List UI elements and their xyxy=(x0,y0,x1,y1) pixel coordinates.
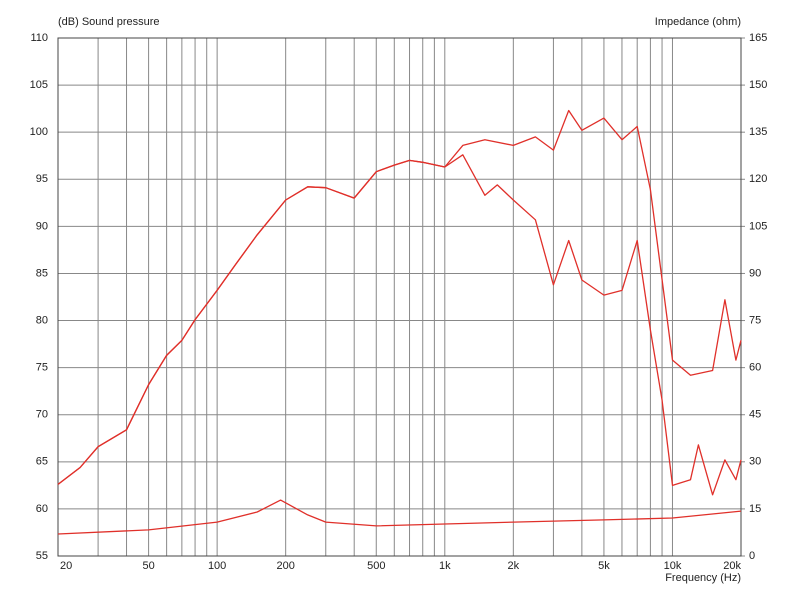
series-line xyxy=(57,154,742,496)
y2-axis-label: Impedance (ohm) xyxy=(655,16,741,28)
x-tick-label: 500 xyxy=(367,560,385,572)
x-tick-label: 50 xyxy=(142,560,154,572)
y-tick-label: 60 xyxy=(36,503,48,515)
y2-tick-label: 120 xyxy=(749,173,767,185)
plot-frame xyxy=(57,37,742,557)
series-line xyxy=(57,109,742,485)
y2-tick-label: 30 xyxy=(749,456,761,468)
x-tick-label: 2k xyxy=(508,560,520,572)
y-tick-label: 95 xyxy=(36,173,48,185)
y-tick-label: 55 xyxy=(36,550,48,562)
x-tick-label: 100 xyxy=(208,560,226,572)
y-tick-label: 65 xyxy=(36,456,48,468)
y2-tick-label: 15 xyxy=(749,503,761,515)
y-tick-label: 110 xyxy=(30,32,48,44)
y-tick-label: 100 xyxy=(30,126,48,138)
y2-tick-label: 60 xyxy=(749,362,761,374)
y2-tick-label: 45 xyxy=(749,409,761,421)
y2-tick-label: 135 xyxy=(749,126,767,138)
x-tick-label: 200 xyxy=(276,560,294,572)
y-tick-label: 80 xyxy=(36,314,48,326)
series-line xyxy=(57,499,742,535)
y2-tick-label: 165 xyxy=(749,32,767,44)
x-tick-label: 1k xyxy=(439,560,451,572)
x-tick-label: 10k xyxy=(664,560,682,572)
x-axis-label: Frequency (Hz) xyxy=(665,572,741,584)
y-axis-label: (dB) Sound pressure xyxy=(58,16,160,28)
y2-tick-label: 150 xyxy=(749,79,767,91)
x-tick-label: 20 xyxy=(60,560,72,572)
x-tick-label: 20k xyxy=(723,560,741,572)
y-tick-label: 105 xyxy=(30,79,48,91)
y-tick-label: 90 xyxy=(36,220,48,232)
y2-tick-label: 75 xyxy=(749,314,761,326)
x-tick-label: 5k xyxy=(598,560,610,572)
y2-tick-label: 90 xyxy=(749,267,761,279)
y-tick-label: 70 xyxy=(36,409,48,421)
y-tick-label: 75 xyxy=(36,362,48,374)
y2-tick-label: 0 xyxy=(749,550,755,562)
y-tick-label: 85 xyxy=(36,267,48,279)
y2-tick-label: 105 xyxy=(749,220,767,232)
